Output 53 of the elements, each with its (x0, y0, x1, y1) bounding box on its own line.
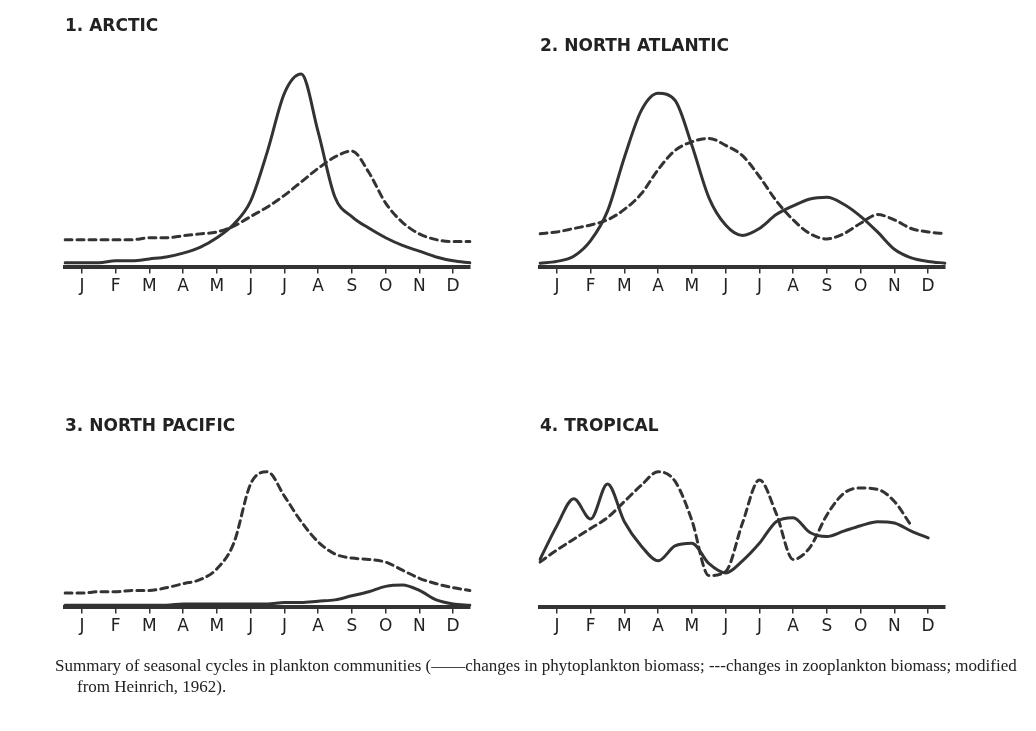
x-tick-label: S (821, 615, 833, 636)
x-tick-label: M (209, 275, 225, 296)
x-tick-label: F (110, 615, 121, 636)
chart-title: 4. TROPICAL (540, 414, 659, 435)
chart-title: 2. NORTH ATLANTIC (540, 34, 730, 55)
x-tick-label: N (888, 615, 901, 636)
x-tick-label: A (787, 275, 800, 296)
x-tick-label: F (585, 275, 596, 296)
x-tick-label: J (247, 615, 254, 636)
x-tick-label: D (921, 615, 935, 636)
x-tick-label: O (853, 615, 868, 636)
x-tick-label: S (821, 275, 833, 296)
x-tick-label: A (652, 615, 665, 636)
x-tick-label: M (142, 615, 157, 636)
x-tick-label: A (787, 615, 800, 636)
x-tick-label: S (346, 615, 358, 636)
x-tick-label: M (617, 275, 632, 296)
x-tick-label: N (413, 275, 426, 296)
x-tick-label: J (755, 275, 762, 296)
x-tick-label: A (177, 275, 190, 296)
x-tick-label: J (280, 615, 287, 636)
x-tick-label: D (921, 275, 935, 296)
x-tick-label: F (585, 615, 596, 636)
x-tick-label: J (247, 275, 254, 296)
x-tick-label: N (888, 275, 901, 296)
x-tick-label: O (853, 275, 868, 296)
x-tick-label: J (722, 615, 729, 636)
text: Summary of seasonal cycles in plankton communities (——changes in phytoplankton biomass; ---changes in zooplankton biomass; modified from Heinrich, 1962). (55, 655, 1018, 697)
x-tick-label: N (413, 615, 426, 636)
x-tick-label: D (446, 615, 460, 636)
x-tick-label: A (312, 615, 325, 636)
x-tick-label: M (209, 615, 225, 636)
x-tick-label: M (142, 275, 157, 296)
x-tick-label: J (280, 275, 287, 296)
x-tick-label: M (684, 615, 700, 636)
x-tick-label: O (378, 615, 393, 636)
x-tick-label: J (78, 615, 85, 636)
x-tick-label: A (177, 615, 190, 636)
x-tick-label: J (78, 275, 85, 296)
x-tick-label: D (446, 275, 460, 296)
x-tick-label: M (617, 615, 632, 636)
x-tick-label: J (553, 275, 560, 296)
x-tick-label: J (755, 615, 762, 636)
x-tick-label: S (346, 275, 358, 296)
x-tick-label: M (684, 275, 700, 296)
x-tick-label: O (378, 275, 393, 296)
x-tick-label: A (652, 275, 665, 296)
x-tick-label: J (722, 275, 729, 296)
x-tick-label: A (312, 275, 325, 296)
chart-title: 3. NORTH PACIFIC (65, 414, 236, 435)
x-tick-label: J (553, 615, 560, 636)
chart-title: 1. ARCTIC (65, 14, 159, 35)
x-tick-label: F (110, 275, 121, 296)
